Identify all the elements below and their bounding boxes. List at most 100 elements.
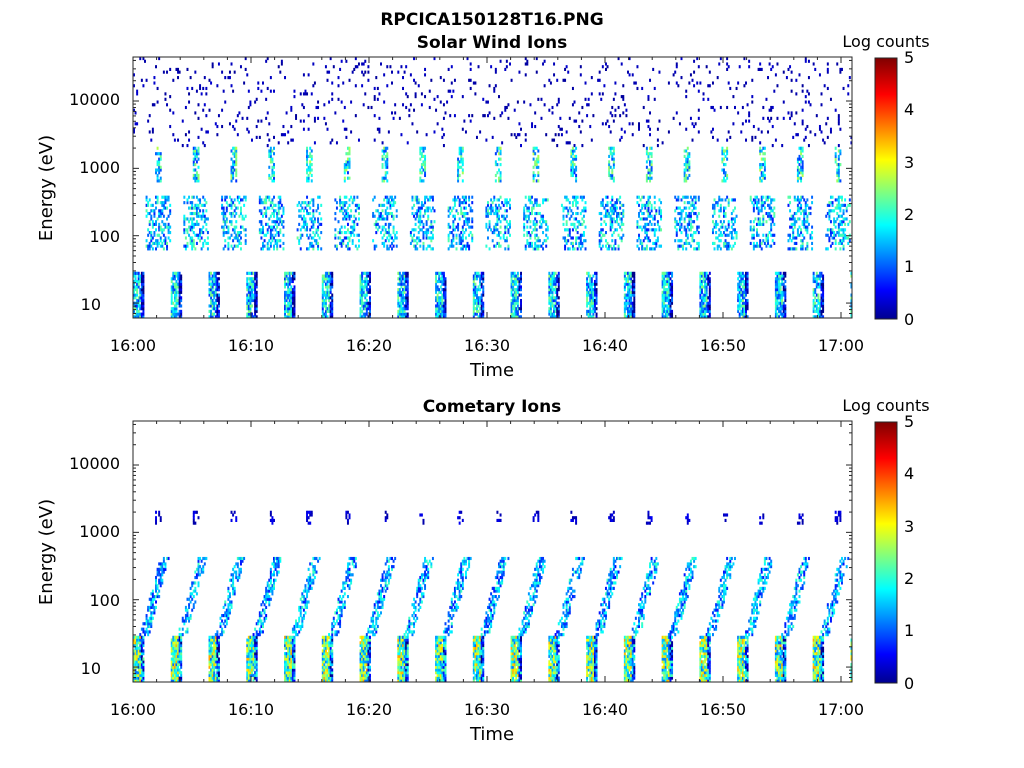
- heatmap-cell: [405, 304, 408, 308]
- heatmap-cell: [515, 301, 518, 305]
- heatmap-cell: [494, 179, 497, 183]
- heatmap-cell: [705, 301, 708, 305]
- heatmap-cell: [713, 209, 716, 213]
- heatmap-cell: [644, 222, 647, 226]
- heatmap-cell: [280, 222, 283, 226]
- heatmap-cell: [290, 312, 293, 316]
- heatmap-cell: [158, 163, 161, 167]
- heatmap-cell: [708, 309, 711, 313]
- heatmap-cell: [545, 222, 548, 226]
- heatmap-cell: [365, 301, 368, 305]
- heatmap-cell: [743, 288, 746, 292]
- heatmap-cell: [184, 244, 187, 248]
- heatmap-cell: [699, 277, 702, 281]
- heatmap-cell: [557, 282, 560, 286]
- heatmap-cell: [612, 176, 615, 180]
- heatmap-cell: [391, 236, 393, 240]
- heatmap-cell: [781, 282, 784, 286]
- heatmap-cell: [430, 247, 433, 251]
- heatmap-cell: [760, 201, 763, 205]
- heatmap-cell: [667, 298, 670, 303]
- heatmap-cell: [608, 247, 611, 251]
- heatmap-cell: [273, 163, 275, 167]
- heatmap-cell: [362, 290, 365, 294]
- heatmap-cell: [556, 144, 559, 148]
- heatmap-cell: [664, 288, 667, 292]
- heatmap-cell: [598, 244, 601, 248]
- heatmap-cell: [586, 293, 589, 297]
- heatmap-cell: [509, 225, 511, 229]
- heatmap-cell: [304, 217, 307, 221]
- heatmap-cell: [689, 225, 692, 229]
- heatmap-cell: [151, 236, 154, 240]
- heatmap-cell: [699, 279, 702, 284]
- heatmap-cell: [172, 312, 175, 316]
- heatmap-cell: [222, 209, 225, 213]
- heatmap-cell: [266, 57, 269, 61]
- heatmap-cell: [553, 315, 556, 319]
- heatmap-cell: [486, 114, 489, 118]
- heatmap-cell: [189, 236, 192, 240]
- heatmap-cell: [307, 247, 310, 251]
- heatmap-cell: [139, 57, 142, 61]
- heatmap-cell: [435, 285, 438, 289]
- heatmap-cell: [581, 144, 584, 148]
- heatmap-cell: [688, 214, 691, 218]
- heatmap-cell: [765, 211, 768, 216]
- heatmap-cell: [406, 296, 409, 300]
- heatmap-cell: [438, 315, 441, 319]
- heatmap-cell: [708, 271, 711, 275]
- heatmap-cell: [203, 103, 206, 107]
- heatmap-cell: [317, 228, 320, 232]
- heatmap-cell: [150, 209, 153, 213]
- heatmap-cell: [568, 247, 571, 251]
- heatmap-cell: [674, 209, 677, 213]
- heatmap-cell: [608, 244, 611, 248]
- heatmap-cell: [496, 209, 499, 213]
- heatmap-cell: [203, 203, 206, 207]
- heatmap-cell: [202, 195, 205, 199]
- heatmap-cell: [633, 301, 636, 305]
- heatmap-cell: [767, 214, 770, 218]
- heatmap-cell: [554, 304, 557, 308]
- heatmap-cell: [683, 173, 686, 178]
- heatmap-cell: [214, 274, 217, 278]
- heatmap-cell: [414, 195, 417, 199]
- heatmap-cell: [606, 209, 609, 213]
- heatmap-cell: [309, 211, 312, 216]
- heatmap-cell: [192, 217, 195, 221]
- heatmap-cell: [310, 157, 313, 161]
- heatmap-cell: [686, 233, 689, 237]
- heatmap-cell: [413, 228, 416, 232]
- heatmap-cell: [142, 84, 145, 88]
- heatmap-cell: [482, 285, 485, 289]
- heatmap-cell: [414, 211, 417, 216]
- heatmap-cell: [697, 225, 700, 229]
- heatmap-cell: [232, 176, 235, 180]
- heatmap-cell: [277, 233, 280, 237]
- heatmap-cell: [630, 296, 633, 300]
- heatmap-cell: [167, 231, 170, 235]
- heatmap-cell: [526, 225, 529, 229]
- heatmap-cell: [603, 84, 606, 88]
- heatmap-cell: [537, 247, 540, 251]
- heatmap-cell: [719, 233, 722, 237]
- heatmap-cell: [159, 201, 162, 205]
- heatmap-cell: [579, 130, 582, 134]
- heatmap-cell: [145, 78, 148, 82]
- heatmap-cell: [442, 282, 445, 286]
- heatmap-cell: [778, 301, 781, 305]
- heatmap-cell: [649, 239, 652, 243]
- heatmap-cell: [268, 176, 271, 180]
- heatmap-cell: [474, 271, 477, 275]
- heatmap-cell: [387, 239, 390, 243]
- heatmap-cell: [263, 239, 266, 243]
- heatmap-cell: [224, 100, 227, 104]
- heatmap-cell: [584, 239, 587, 243]
- heatmap-cell: [767, 195, 770, 199]
- heatmap-cell: [306, 157, 309, 161]
- heatmap-cell: [406, 290, 409, 294]
- heatmap-cell: [622, 84, 625, 88]
- heatmap-cell: [387, 231, 390, 235]
- heatmap-cell: [741, 296, 744, 300]
